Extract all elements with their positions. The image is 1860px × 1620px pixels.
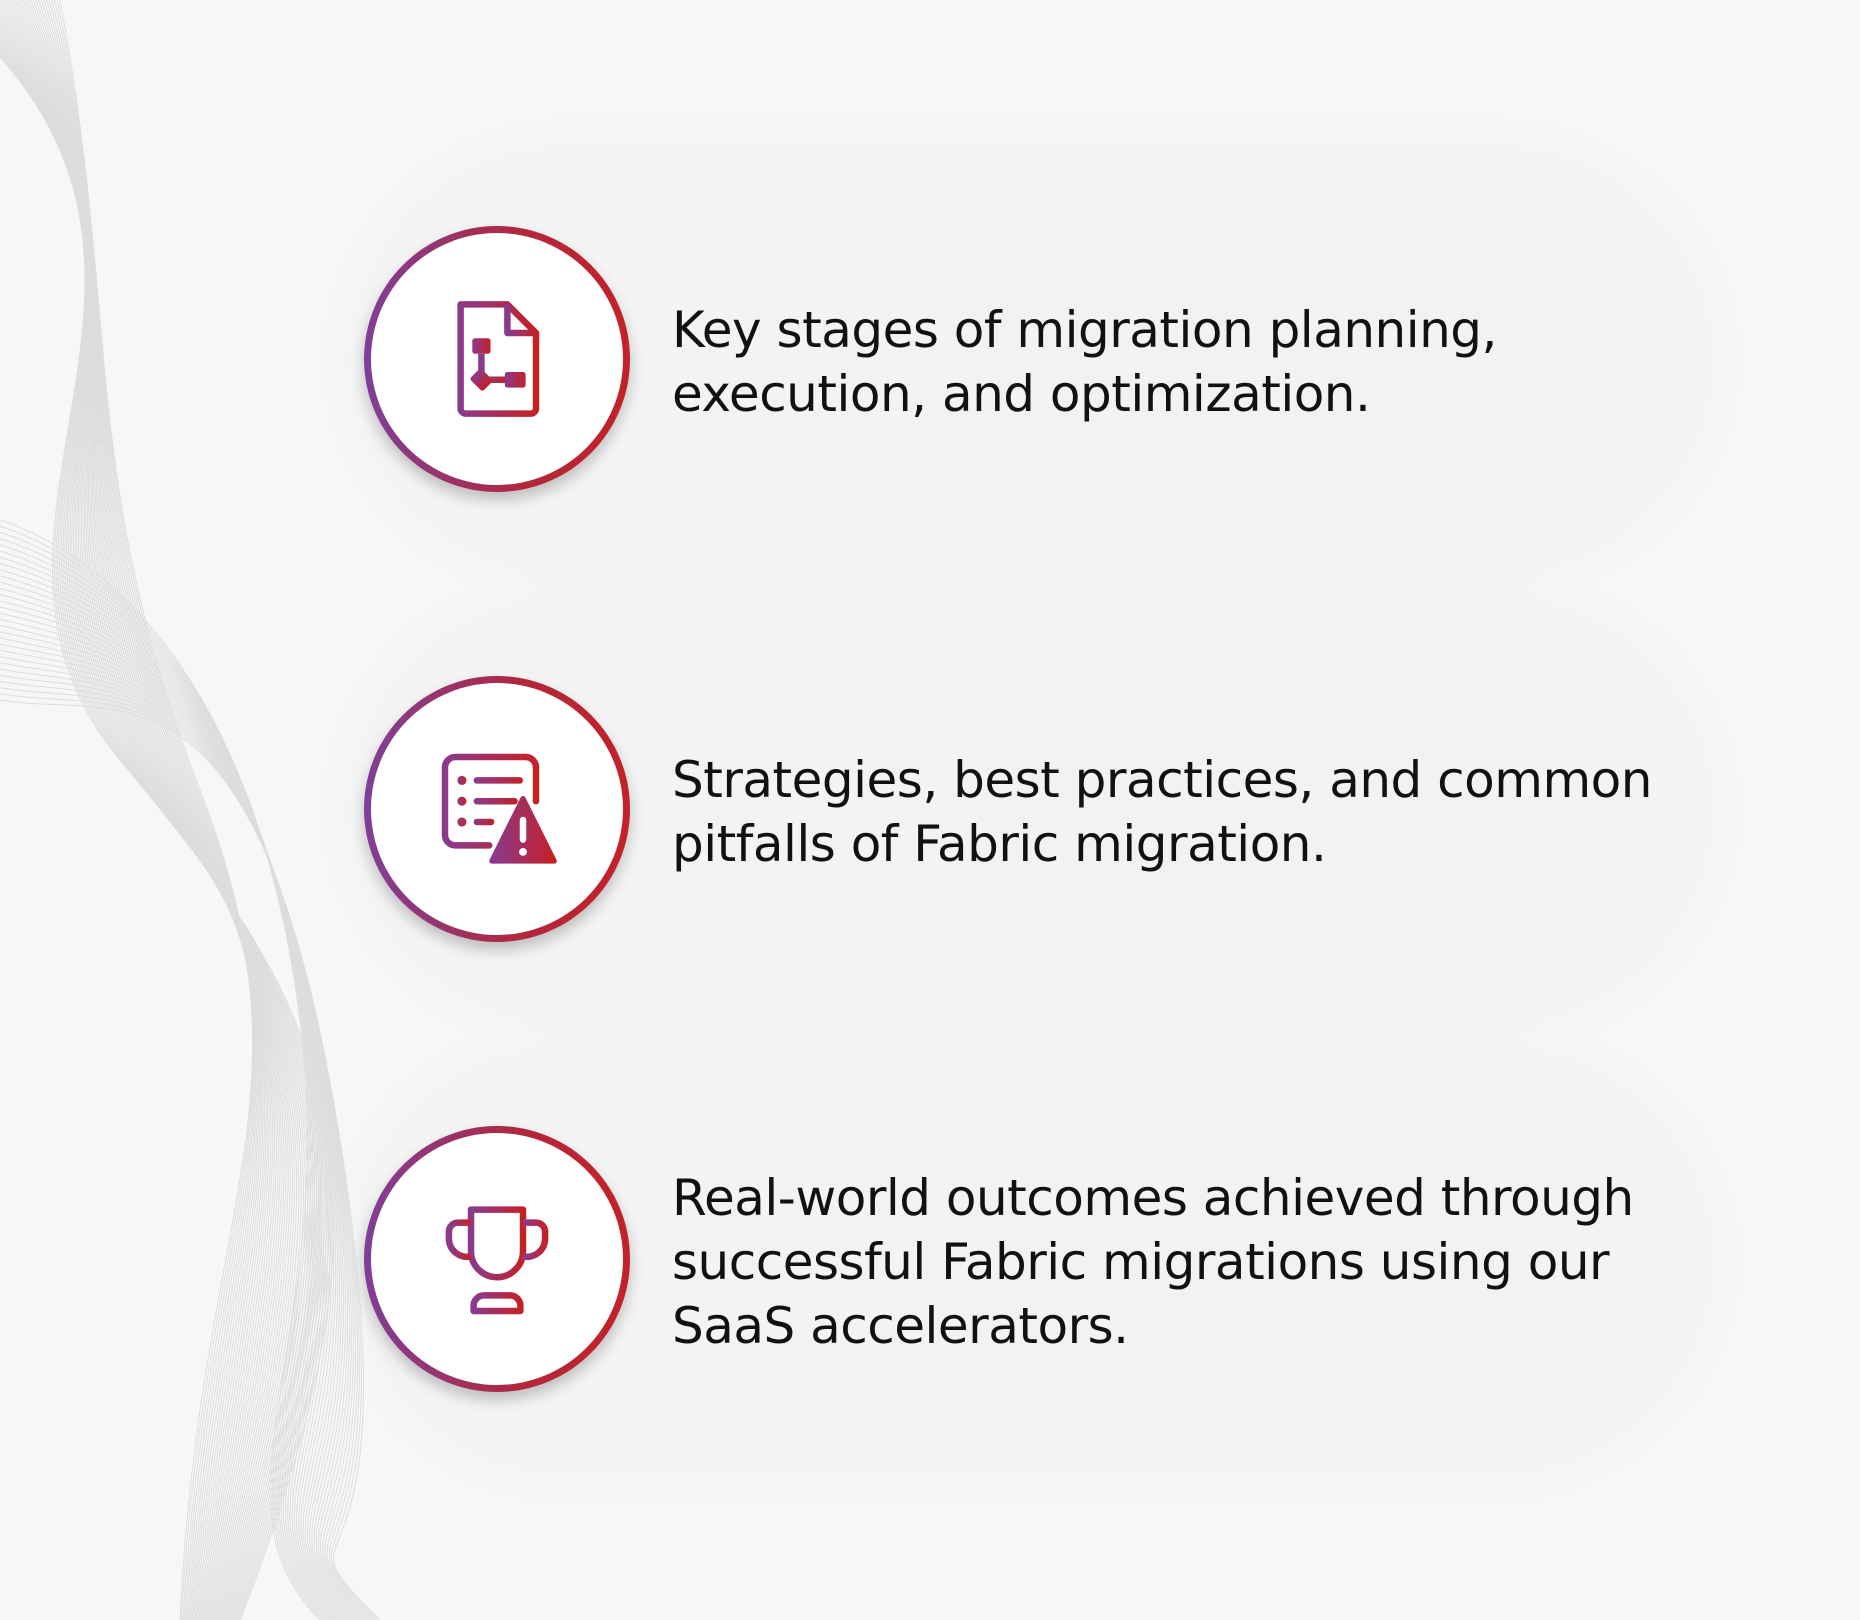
feature-text-3: Real-world outcomes achieved through suc… — [672, 1169, 1634, 1355]
feature-icon-badge-3 — [364, 1126, 630, 1392]
feature-text-1: Key stages of migration planning, execut… — [672, 301, 1497, 423]
trophy-icon — [445, 1206, 549, 1315]
flowchart-document-icon — [457, 301, 540, 417]
feature-icon-badge-1 — [364, 226, 630, 492]
checklist-warning-icon — [441, 753, 557, 864]
feature-icon-badge-2 — [364, 676, 630, 942]
feature-text-2: Strategies, best practices, and common p… — [672, 751, 1652, 873]
